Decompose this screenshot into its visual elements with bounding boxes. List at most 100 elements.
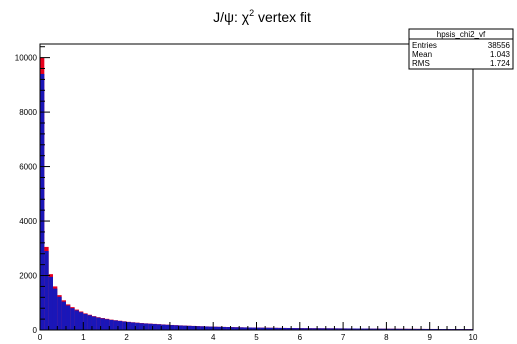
series-2-bin-52 — [260, 327, 266, 330]
series-2-bin-38 — [200, 326, 205, 330]
series-2-bin-55 — [273, 327, 279, 330]
x-tick-label: 1 — [81, 333, 86, 342]
series-2-bin-9 — [74, 310, 79, 330]
series-2-bin-91 — [429, 328, 435, 330]
series-2-bin-15 — [100, 318, 105, 330]
series-2-bin-24 — [139, 323, 144, 330]
series-2-bin-59 — [291, 328, 296, 330]
series-2-bin-54 — [269, 327, 274, 330]
series-2-bin-18 — [113, 320, 118, 330]
series-2-bin-7 — [65, 305, 71, 330]
series-2-bin-40 — [208, 326, 214, 330]
series-2-bin-17 — [109, 319, 114, 330]
series-2-bin-16 — [104, 319, 110, 330]
series-2-bin-28 — [156, 324, 162, 330]
series-2-bin-50 — [252, 327, 257, 330]
series-2-bin-66 — [321, 328, 326, 330]
x-tick-label: 6 — [298, 333, 303, 342]
series-2-bin-81 — [386, 328, 391, 330]
title-main: J/ψ: χ — [213, 9, 250, 25]
title-rest: vertex fit — [254, 9, 311, 25]
series-2-bin-88 — [416, 328, 422, 330]
series-2-bin-58 — [286, 328, 292, 330]
series-2-bin-20 — [122, 321, 127, 330]
series-2-bin-10 — [78, 312, 84, 330]
series-2-bin-45 — [230, 327, 235, 330]
series-2-bin-84 — [399, 328, 404, 330]
series-2-bin-23 — [135, 322, 140, 330]
chart-title: J/ψ: χ2 vertex fit — [213, 8, 311, 25]
series-2-bin-25 — [143, 323, 149, 330]
stats-label: RMS — [412, 59, 430, 68]
stats-value: 1.043 — [490, 50, 511, 59]
x-tick-label: 9 — [427, 333, 432, 342]
series-2-bin-4 — [52, 288, 58, 330]
series-2-bin-29 — [161, 324, 166, 330]
series-2-bin-12 — [87, 315, 92, 330]
series-2-bin-42 — [217, 326, 222, 330]
series-2-bin-75 — [360, 328, 365, 330]
series-2-bin-61 — [299, 328, 305, 330]
series-2-bin-2 — [44, 251, 49, 330]
series-2-bin-85 — [403, 328, 409, 330]
series-2-bin-60 — [295, 328, 300, 330]
series-2-bin-48 — [243, 327, 248, 330]
stats-histogram-name: hpsis_chi2_vf — [437, 30, 486, 39]
series-2-bin-21 — [126, 322, 131, 330]
series-2-bin-53 — [265, 327, 270, 330]
series-2-bin-26 — [148, 323, 153, 330]
histogram-bars — [40, 57, 473, 331]
series-2-bin-65 — [317, 328, 322, 330]
series-2-bin-82 — [390, 328, 396, 330]
series-2-bin-76 — [364, 328, 370, 330]
y-tick-label: 10000 — [15, 54, 38, 63]
series-2-bin-36 — [191, 326, 196, 330]
series-2-bin-31 — [169, 325, 175, 330]
x-tick-label: 4 — [211, 333, 216, 342]
stats-label: Mean — [412, 50, 432, 59]
series-2-bin-35 — [187, 325, 192, 330]
series-2-bin-43 — [221, 326, 227, 330]
y-axis: 0 2000 4000 6000 8000 10000 — [15, 46, 50, 335]
x-tick-label: 0 — [38, 333, 43, 342]
series-2-bin-1 — [40, 73, 45, 331]
title-superscript: 2 — [249, 8, 254, 18]
series-2-bin-34 — [182, 325, 188, 330]
series-2-bin-64 — [312, 328, 318, 330]
series-2-bin-22 — [130, 322, 136, 330]
series-2-bin-68 — [330, 328, 335, 330]
series-2-bin-72 — [347, 328, 352, 330]
x-tick-label: 8 — [384, 333, 389, 342]
series-2-bin-67 — [325, 328, 331, 330]
series-2-bin-19 — [117, 321, 123, 330]
series-2-bin-56 — [278, 327, 283, 330]
x-tick-label: 2 — [124, 333, 129, 342]
series-2-bin-44 — [226, 327, 231, 330]
x-tick-label: 7 — [341, 333, 346, 342]
series-2-bin-57 — [282, 327, 287, 330]
series-2-bin-86 — [408, 328, 413, 330]
series-2-bin-71 — [343, 328, 348, 330]
series-2-bin-47 — [239, 327, 244, 330]
y-tick-label: 4000 — [19, 217, 37, 226]
series-2-bin-8 — [70, 308, 75, 330]
x-tick-label: 5 — [254, 333, 259, 342]
series-2-bin-90 — [425, 328, 430, 330]
stats-box-border — [408, 28, 514, 70]
series-2-bin-51 — [256, 327, 261, 330]
series-2-bin-46 — [234, 327, 240, 330]
x-axis: 0 1 2 3 4 5 6 7 8 9 10 — [38, 322, 478, 342]
series-2-bin-92 — [434, 328, 439, 330]
series-2-bin-69 — [334, 328, 339, 330]
x-tick-label: 3 — [168, 333, 173, 342]
series-2-bin-79 — [377, 328, 383, 330]
series-2-bin-32 — [174, 325, 179, 330]
series-2-bin-33 — [178, 325, 183, 330]
series-2-bin-73 — [351, 328, 357, 330]
series-2-bin-27 — [152, 324, 157, 330]
series-2-bin-70 — [338, 328, 344, 330]
series-2-bin-13 — [91, 316, 97, 330]
series-2-bin-78 — [373, 328, 378, 330]
